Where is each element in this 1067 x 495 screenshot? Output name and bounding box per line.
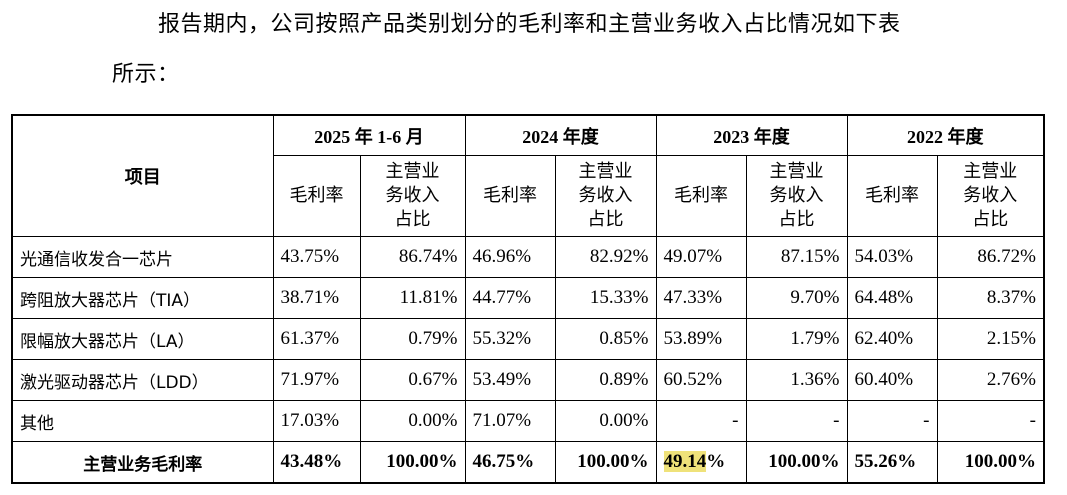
revenue-share-cell: 100.00% [745, 441, 848, 484]
gross-margin-cell: 38.71% [272, 277, 361, 319]
gross-margin-subheader: 毛利率 [464, 155, 556, 237]
revenue-share-subheader: 主营业 务收入 占比 [745, 155, 848, 237]
gross-margin-cell: 62.40% [846, 318, 938, 360]
revenue-share-subheader: 主营业 务收入 占比 [936, 155, 1045, 237]
gross-margin-cell: 53.49% [464, 359, 556, 401]
product-category: 跨阻放大器芯片（TIA） [11, 277, 274, 319]
gross-margin-cell: 49.14% [655, 441, 747, 484]
revenue-share-cell: 9.70% [745, 277, 848, 319]
revenue-share-subheader-line: 主营业 [385, 161, 440, 182]
gross-margin-cell: 64.48% [846, 277, 938, 319]
intro-line-1: 报告期内，公司按照产品类别划分的毛利率和主营业务收入占比情况如下表 [158, 12, 901, 37]
gross-margin-cell: 71.97% [272, 359, 361, 401]
product-category: 限幅放大器芯片（LA） [11, 318, 274, 360]
gross-margin-cell: 49.07% [655, 236, 747, 278]
revenue-share-cell: 1.36% [745, 359, 848, 401]
gross-margin-cell: 60.52% [655, 359, 747, 401]
revenue-share-subheader-line: 务收入 [385, 185, 440, 206]
gross-margin-cell: 17.03% [272, 400, 361, 442]
revenue-share-subheader-line: 务收入 [769, 185, 824, 206]
period-header: 2025 年 1-6 月 [272, 114, 466, 156]
revenue-share-subheader-line: 占比 [394, 209, 431, 230]
gross-margin-cell: 47.33% [655, 277, 747, 319]
intro-line-2: 所示： [112, 62, 180, 87]
gross-margin-cell: 60.40% [846, 359, 938, 401]
revenue-share-subheader-line: 务收入 [578, 185, 633, 206]
revenue-share-cell: 15.33% [554, 277, 657, 319]
gross-margin-cell: 71.07% [464, 400, 556, 442]
gross-margin-cell: 43.48% [272, 441, 361, 484]
revenue-share-cell: 100.00% [554, 441, 657, 484]
gross-margin-cell: 61.37% [272, 318, 361, 360]
gross-margin-cell: - [655, 400, 747, 442]
revenue-share-cell: 86.72% [936, 236, 1045, 278]
revenue-share-subheader-line: 占比 [972, 209, 1009, 230]
revenue-share-subheader: 主营业 务收入 占比 [554, 155, 657, 237]
revenue-share-cell: 0.00% [359, 400, 466, 442]
revenue-share-subheader-line: 主营业 [769, 161, 824, 182]
product-category: 主营业务毛利率 [11, 441, 274, 484]
revenue-share-cell: 0.67% [359, 359, 466, 401]
gross-margin-subheader: 毛利率 [272, 155, 361, 237]
gross-margin-subheader: 毛利率 [846, 155, 938, 237]
gross-margin-cell: 53.89% [655, 318, 747, 360]
period-header: 2023 年度 [655, 114, 848, 156]
revenue-share-subheader-line: 主营业 [578, 161, 633, 182]
product-category: 光通信收发合一芯片 [11, 236, 274, 278]
gross-margin-cell: - [846, 400, 938, 442]
revenue-share-cell: 0.79% [359, 318, 466, 360]
gross-margin-cell: 44.77% [464, 277, 556, 319]
gross-margin-cell: 55.32% [464, 318, 556, 360]
revenue-share-cell: 82.92% [554, 236, 657, 278]
revenue-share-cell: 100.00% [359, 441, 466, 484]
revenue-share-cell: 2.76% [936, 359, 1045, 401]
revenue-share-cell: 87.15% [745, 236, 848, 278]
revenue-share-cell: 0.85% [554, 318, 657, 360]
revenue-share-cell: 2.15% [936, 318, 1045, 360]
revenue-share-subheader: 主营业 务收入 占比 [359, 155, 466, 237]
revenue-share-cell: 100.00% [936, 441, 1045, 484]
period-header: 2022 年度 [846, 114, 1045, 156]
period-header: 2024 年度 [464, 114, 657, 156]
item-header: 项目 [11, 114, 274, 237]
gross-margin-table: 项目 2025 年 1-6 月 2024 年度 2023 年度 2022 年度 … [11, 114, 1045, 484]
revenue-share-subheader-line: 务收入 [963, 185, 1018, 206]
gross-margin-cell: 46.96% [464, 236, 556, 278]
gross-margin-cell: 54.03% [846, 236, 938, 278]
product-category: 其他 [11, 400, 274, 442]
table-row: 光通信收发合一芯片 43.75% 86.74% 46.96% 82.92% 49.07% 8… [11, 236, 1045, 278]
table-row: 其他 17.03% 0.00% 71.07% 0.00% - - - - [11, 400, 1045, 442]
gross-margin-cell: 46.75% [464, 441, 556, 484]
table-row: 激光驱动器芯片（LDD） 71.97% 0.67% 53.49% 0.89% 60.52%… [11, 359, 1045, 401]
revenue-share-cell: 86.74% [359, 236, 466, 278]
revenue-share-subheader-line: 占比 [587, 209, 624, 230]
product-category: 激光驱动器芯片（LDD） [11, 359, 274, 401]
table-row: 跨阻放大器芯片（TIA） 38.71% 11.81% 44.77% 15.33% 47.3… [11, 277, 1045, 319]
revenue-share-subheader-line: 主营业 [963, 161, 1018, 182]
total-row: 主营业务毛利率 43.48% 100.00% 46.75% 100.00% 49.14% 1… [11, 441, 1045, 484]
revenue-share-subheader-line: 占比 [778, 209, 815, 230]
table-row: 限幅放大器芯片（LA） 61.37% 0.79% 55.32% 0.85% 53.89% 1… [11, 318, 1045, 360]
revenue-share-cell: 0.89% [554, 359, 657, 401]
gross-margin-cell: 55.26% [846, 441, 938, 484]
revenue-share-cell: 0.00% [554, 400, 657, 442]
percent-sign: % [706, 451, 726, 472]
revenue-share-cell: - [745, 400, 848, 442]
gross-margin-cell: 43.75% [272, 236, 361, 278]
highlighted-value: 49.14 [663, 451, 707, 472]
revenue-share-cell: 11.81% [359, 277, 466, 319]
revenue-share-cell: 1.79% [745, 318, 848, 360]
gross-margin-subheader: 毛利率 [655, 155, 747, 237]
revenue-share-cell: - [936, 400, 1045, 442]
revenue-share-cell: 8.37% [936, 277, 1045, 319]
